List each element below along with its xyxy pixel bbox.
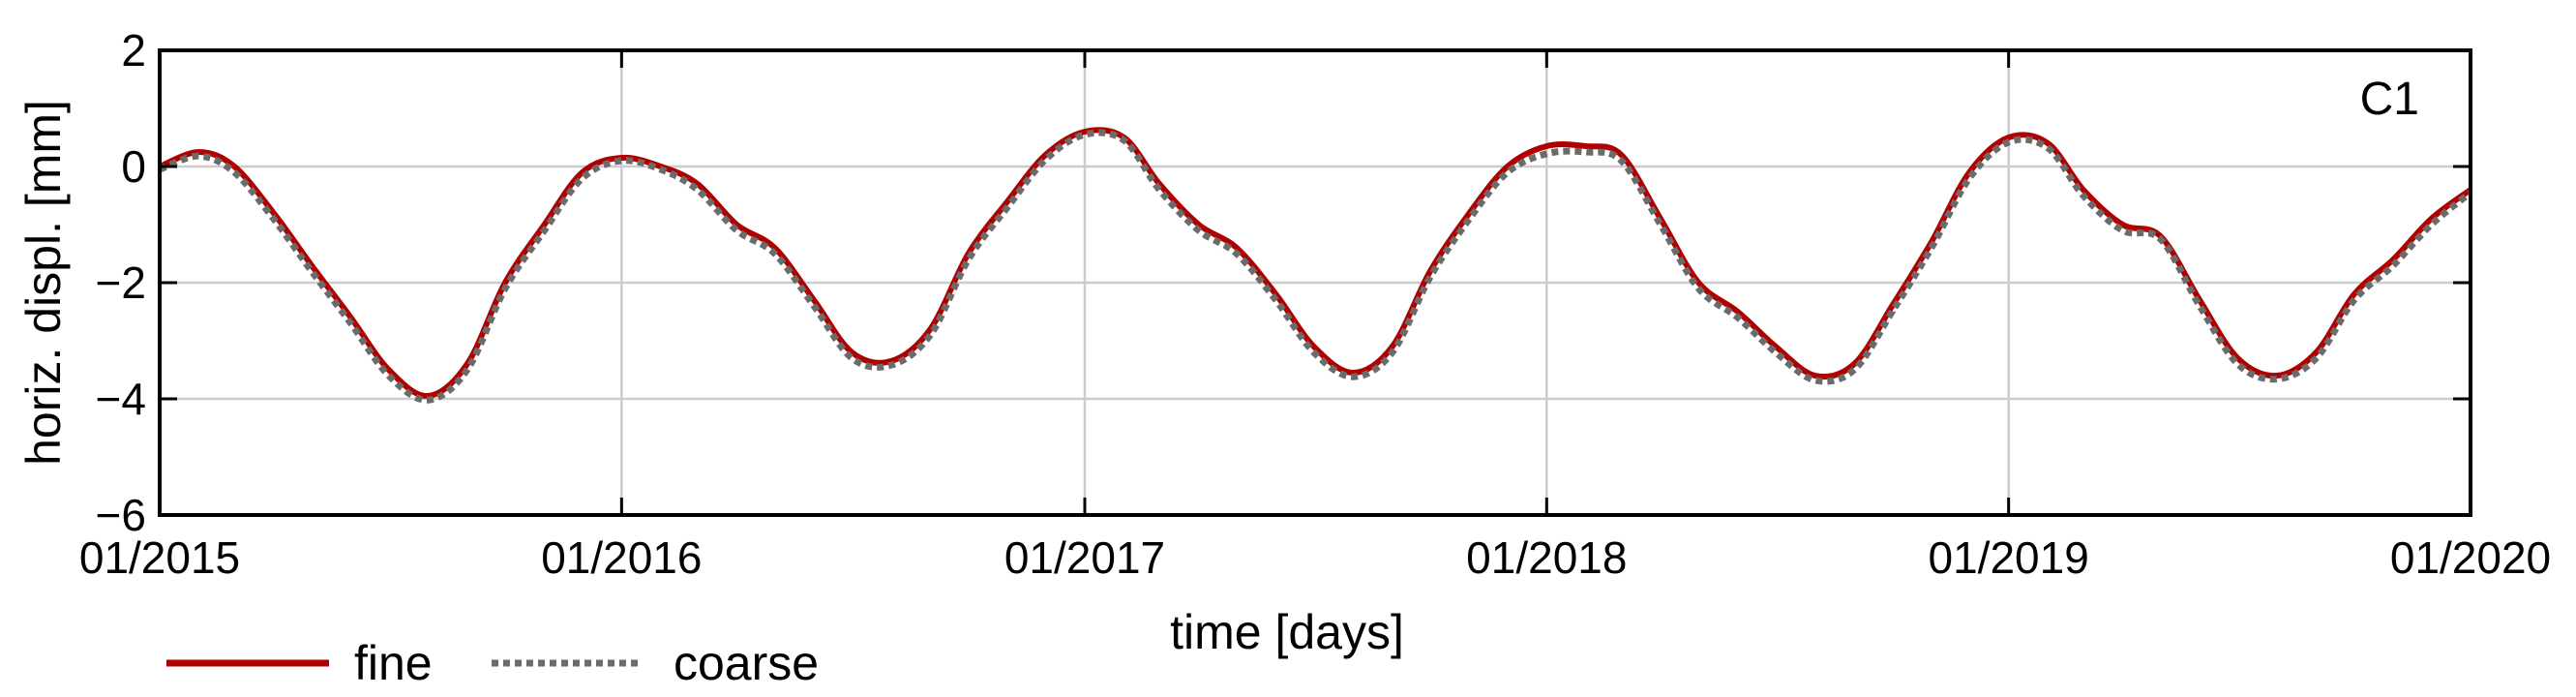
legend: fine coarse xyxy=(166,636,819,690)
x-tick-label: 01/2018 xyxy=(1466,532,1627,583)
x-axis-title: time [days] xyxy=(1170,605,1404,659)
tick-labels: 01/2015 01/2016 01/2017 01/2018 01/2019 01/20… xyxy=(79,25,2551,583)
grid xyxy=(160,50,2471,515)
x-tick-label: 01/2016 xyxy=(541,532,702,583)
y-tick-label: 0 xyxy=(121,141,146,192)
panel-label: C1 xyxy=(2360,74,2419,125)
x-tick-label: 01/2020 xyxy=(2390,532,2551,583)
series-line-coarse xyxy=(158,129,2473,404)
legend-label-fine: fine xyxy=(354,636,433,690)
x-tick-label: 01/2017 xyxy=(1004,532,1165,583)
y-tick-label: −4 xyxy=(96,374,146,424)
legend-label-coarse: coarse xyxy=(674,636,819,690)
x-tick-label: 01/2019 xyxy=(1929,532,2089,583)
ticks xyxy=(158,48,2472,517)
y-tick-label: −6 xyxy=(96,490,146,540)
y-tick-label: 2 xyxy=(121,25,146,76)
x-tick-label: 01/2015 xyxy=(79,532,240,583)
y-axis-title: horiz. displ. [mm] xyxy=(16,100,71,466)
series-layer xyxy=(158,127,2473,404)
y-tick-label: −2 xyxy=(96,258,146,308)
